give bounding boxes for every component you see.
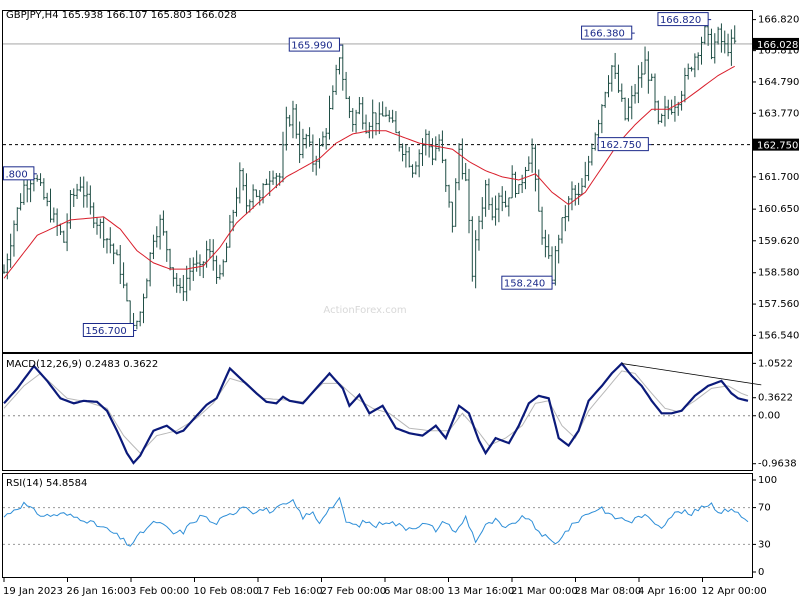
price-tick-label: 161.700 <box>758 172 799 183</box>
rsi-tick-label: 100 <box>758 475 777 486</box>
rsi-line <box>3 496 749 547</box>
price-tick-label: 159.620 <box>758 236 799 247</box>
macd-pane: 1.0522 0.3622 0.00 -0.9638 <box>3 358 797 470</box>
price-pane-frame <box>2 10 753 353</box>
rsi-tick-label: 0 <box>758 567 764 578</box>
time-tick-label: 28 Mar 08:00 <box>575 586 642 597</box>
macd-header: MACD(12,26,9) 0.2483 0.3622 <box>6 359 158 370</box>
macd-tick-label: 1.0522 <box>758 358 793 369</box>
price-tick-label: 164.790 <box>758 77 799 88</box>
time-tick-label: 12 Apr 00:00 <box>702 586 767 597</box>
price-header: GBPJPY,H4 165.938 166.107 165.803 166.02… <box>6 10 237 21</box>
annotation-label: 165.990 <box>291 41 332 52</box>
price-tick-label: 156.540 <box>758 330 799 341</box>
price-tick-label: 158.580 <box>758 268 799 279</box>
price-tick-label: 166.820 <box>758 15 799 26</box>
macd-pane-frame <box>2 353 753 471</box>
time-tick-label: 4 Apr 16:00 <box>638 586 697 597</box>
watermark: ActionForex.com <box>323 305 406 316</box>
time-tick-label: 3 Feb 00:00 <box>130 586 189 597</box>
time-tick-label: 17 Feb 16:00 <box>257 586 323 597</box>
rsi-tick-label: 30 <box>758 539 771 550</box>
annotation-label: 158.240 <box>504 279 545 290</box>
rsi-tick-label: 70 <box>758 503 771 514</box>
time-tick-label: 19 Jan 2023 <box>3 586 63 597</box>
price-tick-label: 165.810 <box>758 46 799 57</box>
macd-line <box>3 361 749 465</box>
time-tick-label: 26 Jan 16:00 <box>67 586 130 597</box>
macd-tick-label: 0.3622 <box>758 393 793 404</box>
rsi-pane: 100 70 30 0 <box>3 475 777 578</box>
reference-price-box <box>753 138 799 151</box>
moving-average-line <box>3 65 735 279</box>
current-price-box <box>753 37 799 50</box>
reference-price-label: 162.750 <box>757 141 798 152</box>
macd-signal-line <box>3 370 749 454</box>
time-tick-label: 27 Feb 00:00 <box>321 586 387 597</box>
macd-tick-label: -0.9638 <box>758 459 797 470</box>
time-axis: 19 Jan 2023 26 Jan 16:00 3 Feb 00:00 10 Feb… <box>3 578 767 597</box>
annotation-label: 166.820 <box>660 15 701 26</box>
annotation-label: 166.380 <box>584 29 625 40</box>
rsi-pane-frame <box>2 473 753 578</box>
macd-trendline <box>621 363 762 386</box>
price-pane: ActionForex.com 166.820 165.810 164.790 163.… <box>2 12 799 341</box>
rsi-header: RSI(14) 54.8584 <box>6 478 87 489</box>
time-tick-label: 13 Mar 16:00 <box>448 586 515 597</box>
annotation-label: 156.700 <box>85 326 126 337</box>
time-tick-label: 10 Feb 08:00 <box>194 586 260 597</box>
annotation-label: .800 <box>5 169 27 180</box>
current-price-label: 166.028 <box>757 40 798 51</box>
price-tick-label: 163.770 <box>758 108 799 119</box>
price-tick-label: 160.650 <box>758 204 799 215</box>
macd-tick-label: 0.00 <box>758 411 780 422</box>
time-tick-label: 6 Mar 08:00 <box>384 586 444 597</box>
annotation-label: 162.750 <box>600 140 641 151</box>
price-tick-label: 157.560 <box>758 299 799 310</box>
time-tick-label: 21 Mar 00:00 <box>511 586 578 597</box>
